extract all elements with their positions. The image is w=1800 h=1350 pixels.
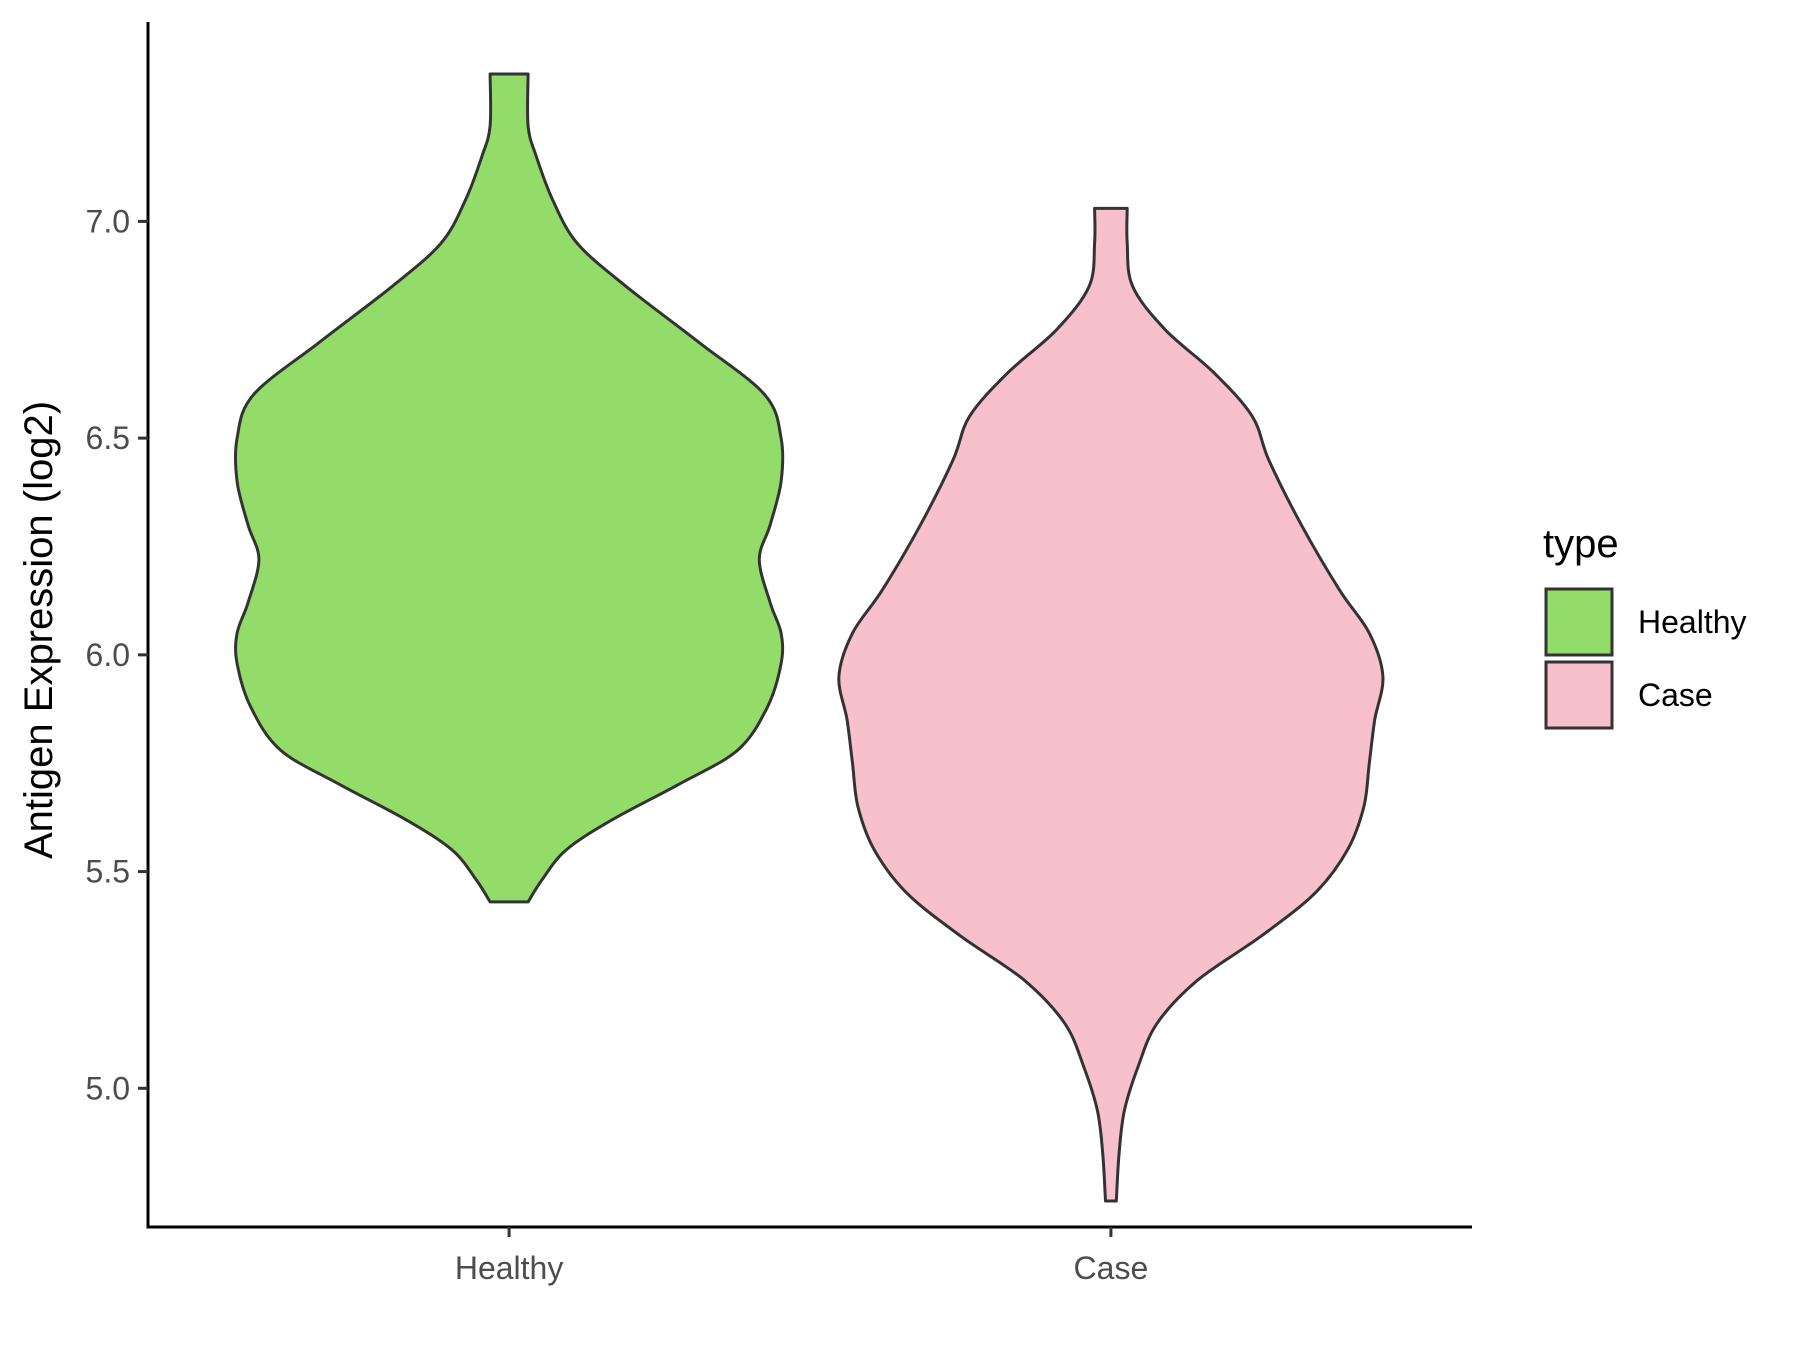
violin-case (837, 206, 1385, 1203)
legend: type Healthy Case (1543, 522, 1747, 730)
legend-key-healthy (1544, 587, 1614, 657)
y-tick-label: 6.0 (86, 637, 130, 673)
y-tick-label: 6.5 (86, 420, 130, 456)
violin-healthy (233, 72, 785, 904)
y-axis-ticks: 5.0 5.5 6.0 6.5 7.0 (86, 203, 148, 1106)
x-axis-ticks: Healthy Case (455, 1227, 1148, 1286)
legend-label-case: Case (1638, 677, 1713, 713)
x-tick-label: Case (1074, 1250, 1149, 1286)
axes (146, 22, 1472, 1229)
y-tick-label: 5.5 (86, 854, 130, 890)
y-axis-title: Antigen Expression (log2) (17, 401, 61, 859)
legend-title: type (1543, 522, 1619, 566)
legend-label-healthy: Healthy (1638, 604, 1747, 640)
violin-layer (233, 72, 1385, 1203)
x-tick-label: Healthy (455, 1250, 564, 1286)
y-tick-label: 7.0 (86, 203, 130, 239)
legend-key-case (1544, 660, 1614, 730)
y-tick-label: 5.0 (86, 1070, 130, 1106)
